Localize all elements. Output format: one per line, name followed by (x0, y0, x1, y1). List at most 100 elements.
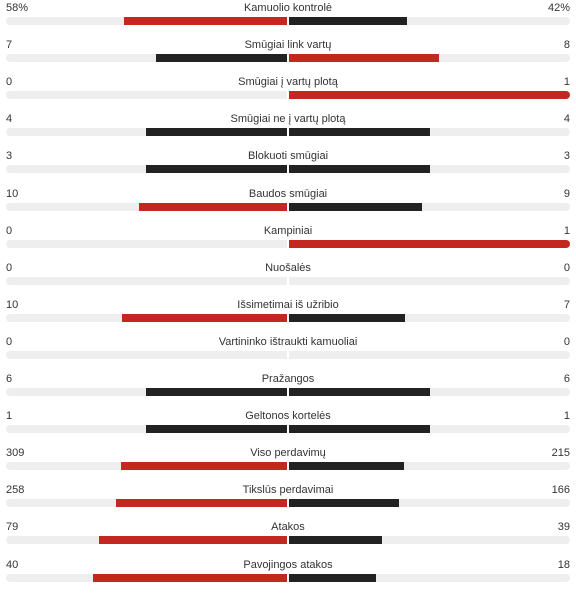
home-bar-fill (156, 54, 287, 62)
home-bar-fill (146, 165, 287, 173)
stat-row: 10 Išsimetimai iš užribio 7 (0, 297, 576, 334)
stat-label: Išsimetimai iš užribio (237, 299, 339, 311)
stat-row: 0 Kampiniai 1 (0, 223, 576, 260)
home-bar-fill (116, 499, 287, 507)
away-bar-fill (289, 499, 399, 507)
home-bar-track (6, 240, 287, 248)
home-bar-fill (93, 574, 287, 582)
away-value: 4 (563, 113, 570, 125)
stat-label: Smūgiai ne į vartų plotą (230, 113, 346, 125)
away-value: 1 (563, 76, 570, 88)
away-bar-track (289, 240, 570, 248)
home-value: 0 (6, 225, 13, 237)
away-bar-track (289, 388, 570, 396)
away-value: 9 (563, 188, 570, 200)
stat-row: 4 Smūgiai ne į vartų plotą 4 (0, 111, 576, 148)
home-value: 10 (6, 188, 19, 200)
home-bar-track (6, 314, 287, 322)
away-bar-track (289, 54, 570, 62)
stat-label: Pavojingos atakos (243, 559, 333, 571)
home-bar-fill (146, 388, 287, 396)
away-bar-fill (289, 425, 430, 433)
away-bar-fill (289, 17, 407, 25)
away-bar-track (289, 128, 570, 136)
stat-row: 6 Pražangos 6 (0, 371, 576, 408)
away-value: 7 (563, 299, 570, 311)
stat-row: 0 Nuošalės 0 (0, 260, 576, 297)
home-bar-track (6, 499, 287, 507)
home-value: 3 (6, 150, 13, 162)
away-value: 166 (551, 484, 570, 496)
away-value: 1 (563, 410, 570, 422)
away-bar-track (289, 165, 570, 173)
away-value: 18 (557, 559, 570, 571)
away-bar-track (289, 425, 570, 433)
home-bar-track (6, 128, 287, 136)
home-bar-track (6, 277, 287, 285)
away-value: 39 (557, 521, 570, 533)
home-bar-track (6, 574, 287, 582)
away-bar-fill (289, 462, 404, 470)
home-value: 7 (6, 39, 13, 51)
stat-row: 1 Geltonos kortelės 1 (0, 408, 576, 445)
stat-label: Geltonos kortelės (245, 410, 331, 422)
stat-label: Smūgiai link vartų (244, 39, 332, 51)
away-bar-track (289, 536, 570, 544)
stat-label: Viso perdavimų (250, 447, 326, 459)
away-bar-track (289, 91, 570, 99)
away-bar-fill (289, 536, 382, 544)
home-value: 0 (6, 336, 13, 348)
home-value: 79 (6, 521, 19, 533)
away-bar-fill (289, 388, 430, 396)
away-value: 0 (563, 262, 570, 274)
home-bar-fill (139, 203, 287, 211)
stat-label: Smūgiai į vartų plotą (238, 76, 338, 88)
stat-label: Atakos (271, 521, 305, 533)
stat-row: 3 Blokuoti smūgiai 3 (0, 148, 576, 185)
home-bar-fill (121, 462, 287, 470)
away-bar-fill (289, 91, 570, 99)
away-value: 215 (551, 447, 570, 459)
stat-label: Kampiniai (263, 225, 313, 237)
stat-label: Baudos smūgiai (248, 188, 328, 200)
home-bar-track (6, 462, 287, 470)
home-bar-track (6, 54, 287, 62)
stat-row: 58% Kamuolio kontrolė 42% (0, 0, 576, 37)
away-value: 3 (563, 150, 570, 162)
away-value: 42% (547, 2, 570, 14)
home-bar-track (6, 351, 287, 359)
away-value: 6 (563, 373, 570, 385)
home-bar-fill (122, 314, 287, 322)
home-value: 6 (6, 373, 13, 385)
stat-label: Pražangos (261, 373, 315, 385)
stat-row: 7 Smūgiai link vartų 8 (0, 37, 576, 74)
stat-row: 10 Baudos smūgiai 9 (0, 186, 576, 223)
home-bar-track (6, 17, 287, 25)
away-bar-fill (289, 574, 376, 582)
home-bar-fill (146, 128, 287, 136)
stat-row: 0 Smūgiai į vartų plotą 1 (0, 74, 576, 111)
home-value: 258 (6, 484, 25, 496)
home-value: 10 (6, 299, 19, 311)
stat-label: Kamuolio kontrolė (243, 2, 333, 14)
home-bar-fill (99, 536, 287, 544)
away-value: 8 (563, 39, 570, 51)
away-bar-track (289, 314, 570, 322)
away-bar-fill (289, 240, 570, 248)
stat-row: 258 Tikslūs perdavimai 166 (0, 482, 576, 519)
home-bar-fill (124, 17, 287, 25)
stat-label: Vartininko ištraukti kamuoliai (218, 336, 358, 348)
stat-label: Tikslūs perdavimai (242, 484, 334, 496)
stat-row: 0 Vartininko ištraukti kamuoliai 0 (0, 334, 576, 371)
away-bar-track (289, 462, 570, 470)
stat-label: Nuošalės (265, 262, 311, 274)
home-bar-track (6, 536, 287, 544)
away-bar-track (289, 203, 570, 211)
home-bar-track (6, 203, 287, 211)
home-bar-fill (146, 425, 287, 433)
away-bar-track (289, 277, 570, 285)
away-bar-track (289, 499, 570, 507)
stat-label: Blokuoti smūgiai (247, 150, 329, 162)
home-value: 4 (6, 113, 13, 125)
